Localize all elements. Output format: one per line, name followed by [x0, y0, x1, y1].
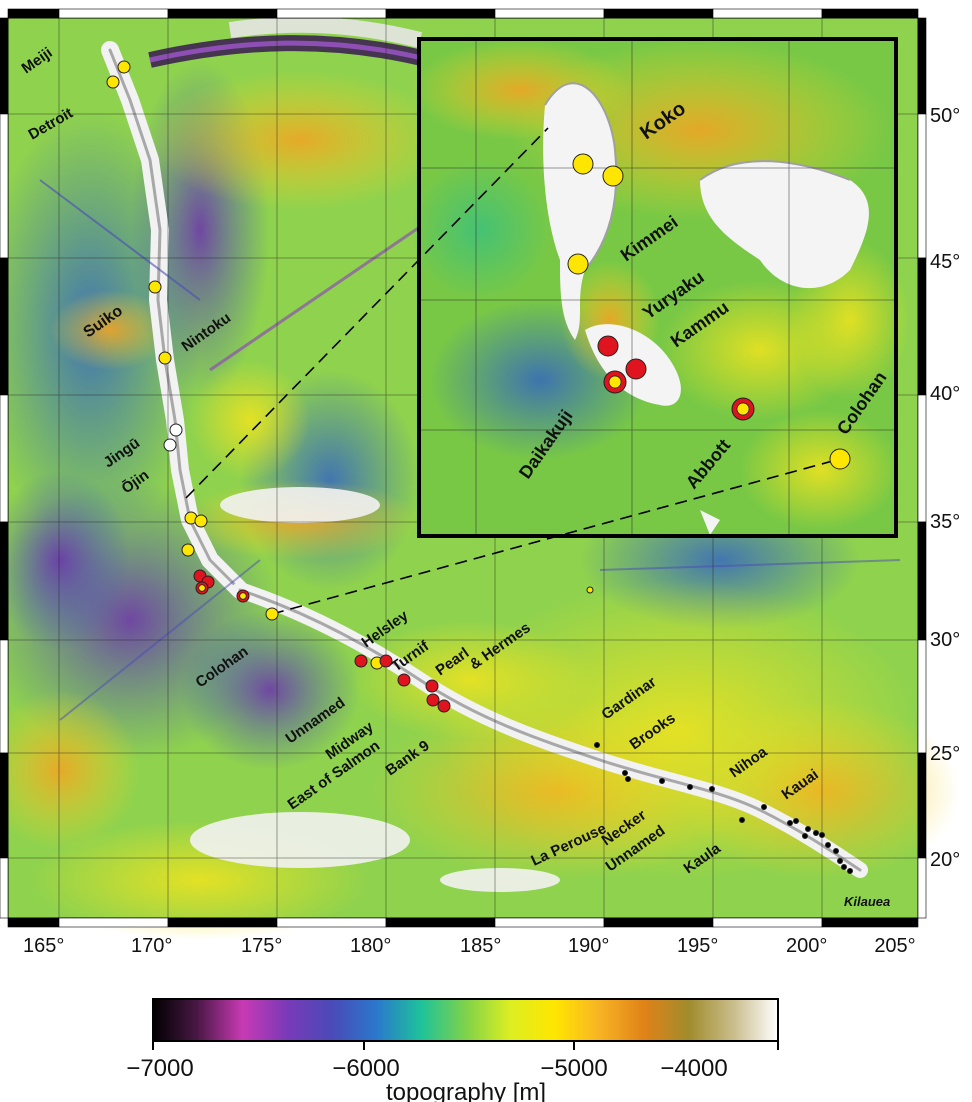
black-sample-marker	[761, 804, 767, 810]
yellow-sample-marker	[117, 60, 131, 74]
latitude-ticks: 50° 45° 40° 35° 30° 25° 20°	[930, 105, 960, 871]
black-sample-marker	[833, 848, 839, 854]
lat-tick-35: 35°	[930, 511, 960, 533]
inset-yellow-marker	[829, 448, 851, 470]
black-sample-marker	[739, 817, 745, 823]
yellow-sample-marker	[148, 280, 162, 294]
lat-tick-30: 30°	[930, 629, 960, 651]
red-sample-marker	[354, 654, 368, 668]
black-sample-marker	[825, 842, 831, 848]
inset-map	[410, 37, 910, 538]
yellow-sample-marker	[265, 607, 279, 621]
white-sample-marker	[169, 423, 183, 437]
black-sample-marker	[622, 770, 628, 776]
seamount-markers	[106, 60, 853, 874]
lon-tick-205: 205°	[874, 935, 915, 957]
red-sample-marker	[437, 699, 451, 713]
white-sample-marker	[163, 438, 177, 452]
colorbar-tick-4000: −4000	[660, 1055, 727, 1082]
inset-red-marker	[597, 335, 619, 357]
longitude-ticks: 165° 170° 175° 180° 185° 190° 195° 200° …	[23, 935, 916, 957]
inset-red-marker	[625, 358, 647, 380]
yellow-sample-marker	[106, 75, 120, 89]
inset-yellow-marker	[567, 253, 589, 275]
lon-tick-170: 170°	[131, 935, 172, 957]
inset-red-yellow-marker-inner	[736, 402, 750, 416]
lat-tick-20: 20°	[930, 849, 960, 871]
lat-tick-45: 45°	[930, 251, 960, 273]
topography-colorbar: −7000 −6000 −5000 −4000 topography [m]	[126, 998, 779, 1102]
red-sample-marker	[397, 673, 411, 687]
black-sample-marker	[787, 820, 793, 826]
black-sample-marker	[687, 784, 693, 790]
black-sample-marker	[819, 832, 825, 838]
red-yellow-sample-marker-inner	[239, 592, 247, 600]
black-sample-marker	[625, 776, 631, 782]
colorbar-tick-5000: −5000	[540, 1055, 607, 1082]
black-sample-marker	[709, 786, 715, 792]
black-sample-marker	[793, 818, 799, 824]
black-sample-marker	[594, 742, 600, 748]
colorbar-tick-7000: −7000	[126, 1055, 193, 1082]
yellow-sample-marker	[586, 586, 594, 594]
red-sample-marker	[425, 679, 439, 693]
red-sample-marker	[426, 693, 440, 707]
black-sample-marker	[805, 826, 811, 832]
red-yellow-sample-marker-inner	[198, 584, 206, 592]
red-sample-marker	[379, 654, 393, 668]
inset-red-yellow-marker-inner	[608, 375, 622, 389]
lat-tick-25: 25°	[930, 743, 960, 765]
colorbar-label: topography [m]	[386, 1079, 546, 1102]
lat-tick-40: 40°	[930, 383, 960, 405]
label-kilauea: Kilauea	[844, 894, 890, 909]
lon-tick-200: 200°	[786, 935, 827, 957]
lon-tick-180: 180°	[350, 935, 391, 957]
lon-tick-165: 165°	[23, 935, 64, 957]
black-sample-marker	[841, 864, 847, 870]
inset-connector-lines	[185, 127, 841, 615]
yellow-sample-marker	[158, 351, 172, 365]
black-sample-marker	[837, 858, 843, 864]
black-sample-marker	[847, 868, 853, 874]
lat-tick-50: 50°	[930, 105, 960, 127]
inset-yellow-marker	[602, 165, 624, 187]
lon-tick-195: 195°	[677, 935, 718, 957]
black-sample-marker	[802, 833, 808, 839]
colorbar-gradient	[152, 998, 779, 1042]
yellow-sample-marker	[194, 514, 208, 528]
map-frame	[0, 8, 927, 928]
lon-tick-190: 190°	[568, 935, 609, 957]
black-sample-marker	[659, 778, 665, 784]
yellow-sample-marker	[181, 543, 195, 557]
colorbar-tick-6000: −6000	[332, 1055, 399, 1082]
black-sample-marker	[813, 830, 819, 836]
inset-yellow-marker	[572, 153, 594, 175]
lon-tick-185: 185°	[460, 935, 501, 957]
lon-tick-175: 175°	[241, 935, 282, 957]
